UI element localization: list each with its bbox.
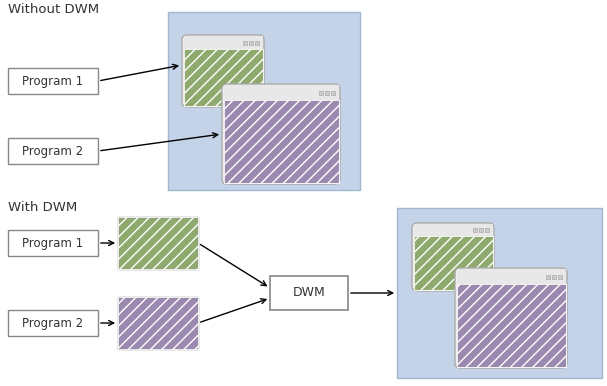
Text: With DWM: With DWM [8,201,77,214]
Bar [243,41,247,44]
Bar [8,68,98,94]
Bar [552,274,556,279]
Bar [485,228,489,232]
Bar [558,274,562,279]
Bar [118,217,198,269]
Bar [325,90,329,95]
Text: Without DWM: Without DWM [8,3,99,16]
Bar [456,284,566,367]
Bar [223,85,339,100]
Text: Program 2: Program 2 [22,317,84,330]
Bar [249,41,253,44]
Bar [331,90,335,95]
Bar [413,236,492,290]
Bar [168,12,360,190]
Bar [8,230,98,256]
Bar [223,100,339,183]
Bar [255,41,259,44]
FancyBboxPatch shape [222,84,340,184]
Bar [8,310,98,336]
Text: Program 1: Program 1 [22,237,84,249]
Bar [118,297,198,349]
Bar [183,49,262,106]
Bar [546,274,550,279]
Bar [183,49,262,106]
Bar [118,217,198,269]
Bar [397,208,602,378]
Bar [473,228,477,232]
Bar [270,276,348,310]
Bar [183,36,262,49]
FancyBboxPatch shape [182,35,264,107]
Text: DWM: DWM [293,286,325,300]
Bar [479,228,483,232]
Bar [413,236,492,290]
Bar [118,297,198,349]
Text: Program 2: Program 2 [22,144,84,157]
Bar [456,284,566,367]
Bar [223,100,339,183]
FancyBboxPatch shape [455,268,567,368]
Bar [319,90,323,95]
Bar [413,224,492,236]
Text: Program 1: Program 1 [22,74,84,88]
Bar [456,269,566,284]
FancyBboxPatch shape [412,223,494,291]
Bar [8,138,98,164]
